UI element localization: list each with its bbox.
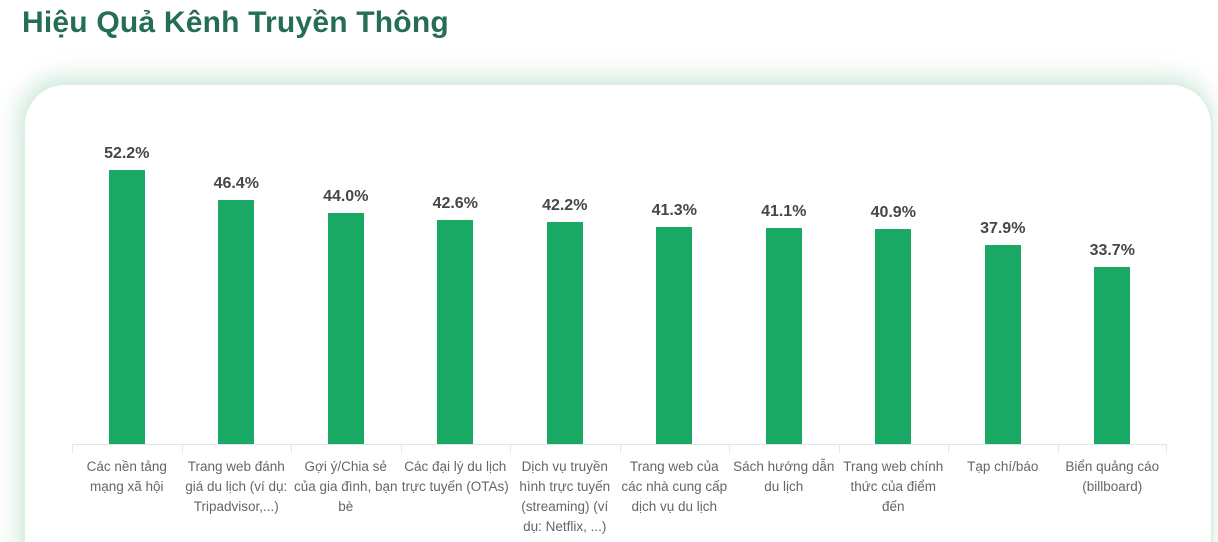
bar-slot: 33.7% [1058,142,1168,444]
bar-slot: 41.3% [620,142,730,444]
bar [218,200,255,444]
bar-value-label: 37.9% [980,220,1026,237]
bar-value-label: 41.3% [651,202,697,219]
category-label: Các đại lý du lịch trực tuyến (OTAs) [400,445,511,537]
bar [327,213,364,444]
bar [765,228,802,444]
bar-slot: 52.2% [72,142,182,444]
category-label: Trang web của các nhà cung cấp dịch vụ d… [619,445,730,537]
category-label: Tạp chí/báo [948,445,1058,537]
category-label: Trang web chính thức của điểm đến [838,445,949,537]
bar-slot: 37.9% [948,142,1058,444]
bar-value-label: 42.2% [542,197,588,214]
bar-value-label: 46.4% [213,175,259,192]
bar-value-label: 41.1% [761,203,807,220]
bar-value-label: 42.6% [432,195,478,212]
bar-chart: 52.2% 46.4% 44.0% 42.6% 42.2% 41.3% 41.1% 40.9%… [72,142,1167,537]
bar-slot: 44.0% [291,142,401,444]
bar-value-label: 52.2% [104,145,150,162]
bar-slot: 41.1% [729,142,839,444]
bar [437,220,474,444]
category-label: Trang web đánh giá du lịch (ví dụ: Tripa… [181,445,292,537]
bar-value-label: 44.0% [323,188,369,205]
category-label: Các nền tảng mạng xã hội [72,445,182,537]
bar [1094,267,1131,444]
bar [875,229,912,444]
bar [546,222,583,444]
plot-area: 52.2% 46.4% 44.0% 42.6% 42.2% 41.3% 41.1% 40.9%… [72,142,1167,444]
page-title: Hiệu Quả Kênh Truyền Thông [22,6,449,39]
bar-slot: 40.9% [839,142,949,444]
category-label: Sách hướng dẫn du lịch [729,445,839,537]
bar-value-label: 33.7% [1089,242,1135,259]
bar [984,245,1021,444]
bar-slot: 46.4% [182,142,292,444]
bar [656,227,693,444]
category-label: Biển quảng cáo (billboard) [1057,445,1168,537]
chart-card: 52.2% 46.4% 44.0% 42.6% 42.2% 41.3% 41.1% 40.9%… [23,83,1213,542]
bar [108,170,145,444]
bar-value-label: 40.9% [870,204,916,221]
category-label: Gợi ý/Chia sẻ của gia đình, bạn bè [291,445,401,537]
category-label: Dịch vụ truyền hình trực tuyến (streamin… [510,445,620,537]
x-axis: Các nền tảng mạng xã hội Trang web đánh g… [72,444,1167,537]
bar-slot: 42.2% [510,142,620,444]
bar-slot: 42.6% [401,142,511,444]
